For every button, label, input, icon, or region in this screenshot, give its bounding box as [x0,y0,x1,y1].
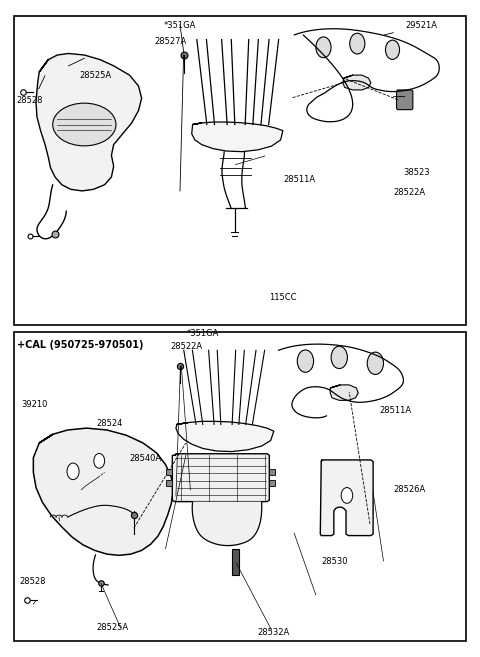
Polygon shape [192,502,262,545]
Text: 28527A: 28527A [154,37,187,46]
Text: 28525A: 28525A [97,623,129,632]
Text: 38523: 38523 [403,168,430,177]
Polygon shape [172,454,269,502]
Polygon shape [192,122,283,152]
Circle shape [297,350,313,373]
Text: 28522A: 28522A [170,342,203,351]
Circle shape [331,346,348,369]
Bar [14,332,466,641]
Polygon shape [320,460,373,535]
Text: 28526A: 28526A [394,485,426,494]
Circle shape [316,37,331,58]
Bar [14,16,466,325]
Text: 28530: 28530 [322,557,348,566]
Text: 28511A: 28511A [379,406,411,415]
Polygon shape [33,428,173,555]
Text: 29521A: 29521A [406,20,438,30]
Text: +CAL (950725-970501): +CAL (950725-970501) [17,340,144,350]
Text: 115CC: 115CC [269,293,296,302]
Circle shape [367,352,384,374]
Circle shape [385,40,399,59]
Text: 28532A: 28532A [257,628,290,637]
Bar [232,549,240,575]
Ellipse shape [53,103,116,146]
Circle shape [350,34,365,54]
Text: *351GA: *351GA [187,329,219,338]
FancyBboxPatch shape [396,90,413,110]
Text: 28524: 28524 [96,419,122,428]
Text: 39210: 39210 [22,399,48,409]
Circle shape [94,453,105,468]
Text: 28540A: 28540A [130,454,162,463]
Polygon shape [343,75,371,90]
Text: 28528: 28528 [17,96,43,105]
Polygon shape [36,53,142,191]
Text: 28522A: 28522A [394,188,426,197]
Polygon shape [330,385,358,400]
Text: *351GA: *351GA [164,20,196,30]
Circle shape [67,463,79,480]
Text: 28528: 28528 [19,577,46,586]
Text: 28525A: 28525A [79,71,111,80]
Polygon shape [176,421,274,451]
Text: 28511A: 28511A [283,175,315,184]
Circle shape [341,487,353,503]
